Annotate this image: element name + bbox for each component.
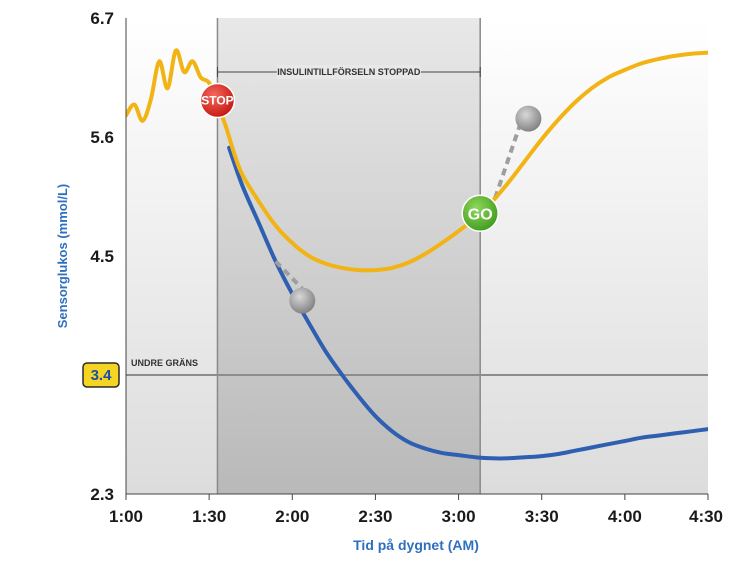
y-axis-title: Sensorglukos (mmol/L) bbox=[55, 184, 70, 328]
x-tick-label: 3:30 bbox=[525, 507, 559, 526]
x-tick-label: 1:00 bbox=[109, 507, 143, 526]
projection-dash-left bbox=[274, 260, 304, 290]
y-tick-label: 4.5 bbox=[90, 247, 114, 266]
x-axis-title: Tid på dygnet (AM) bbox=[353, 537, 479, 553]
low-limit-label: UNDRE GRÄNS bbox=[131, 358, 198, 368]
x-tick-label: 4:30 bbox=[689, 507, 723, 526]
yellow-glucose-line bbox=[126, 48, 708, 273]
low-limit-badge: 3.4 bbox=[82, 362, 120, 388]
blue-glucose-line bbox=[227, 145, 708, 461]
suspend-window-label: INSULINTILLFÖRSELN STOPPAD bbox=[277, 67, 421, 77]
x-tick-label: 4:00 bbox=[608, 507, 642, 526]
suspend-bracket: INSULINTILLFÖRSELN STOPPAD bbox=[216, 65, 481, 79]
y-tick-label: 5.6 bbox=[90, 128, 114, 147]
x-tick-group: 1:00 1:30 2:00 2:30 3:00 3:30 4:00 4:30 bbox=[109, 494, 723, 526]
stop-marker: STOP bbox=[199, 82, 236, 119]
go-marker-label: GO bbox=[468, 206, 493, 223]
x-tick-label: 1:30 bbox=[192, 507, 226, 526]
grey-marker-right bbox=[515, 105, 542, 132]
y-tick-group: 6.7 5.6 4.5 2.3 bbox=[90, 9, 114, 504]
projection-dash-right bbox=[493, 125, 522, 199]
stop-marker-label: STOP bbox=[201, 94, 233, 108]
go-marker: GO bbox=[461, 194, 499, 233]
y-tick-label: 2.3 bbox=[90, 485, 114, 504]
x-tick-label: 2:30 bbox=[358, 507, 392, 526]
grey-marker-left bbox=[289, 287, 316, 314]
suspend-window-shade bbox=[217, 18, 481, 494]
y-tick-label: 6.7 bbox=[90, 9, 114, 28]
x-tick-label: 3:00 bbox=[442, 507, 476, 526]
x-tick-label: 2:00 bbox=[275, 507, 309, 526]
low-limit-value: 3.4 bbox=[91, 367, 113, 384]
